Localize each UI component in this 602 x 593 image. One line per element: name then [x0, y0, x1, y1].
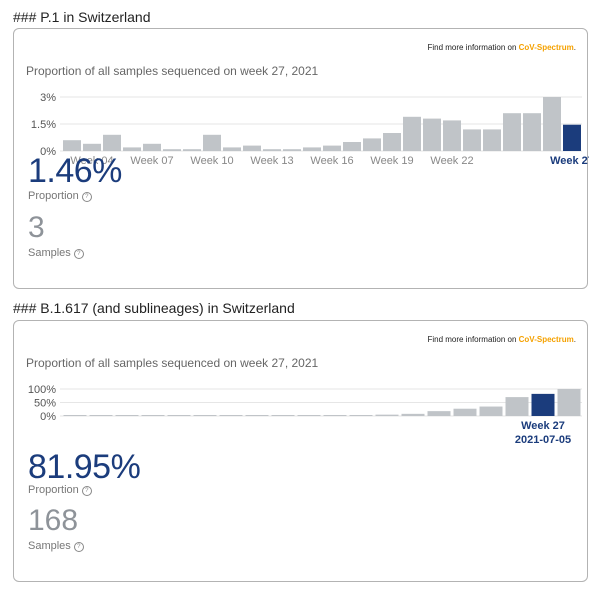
y-tick-label: 1.5% — [31, 119, 56, 131]
x-tick-label: Week 13 — [250, 155, 293, 167]
y-tick-label: 0% — [40, 146, 56, 158]
proportion-label-text: Proportion — [28, 484, 79, 496]
bar — [427, 411, 451, 416]
cov-spectrum-link[interactable]: CoV-Spectrum — [518, 43, 574, 52]
bar — [403, 116, 421, 151]
chart-title: Proportion of all samples sequenced on w… — [26, 64, 319, 78]
x-tick-label: Week 10 — [190, 155, 233, 167]
bar — [63, 415, 87, 416]
bar — [263, 149, 281, 151]
help-icon[interactable]: ? — [73, 249, 84, 259]
cov-spectrum-link[interactable]: CoV-Spectrum — [518, 335, 574, 344]
bar — [83, 143, 101, 151]
proportion-chart: 3% 1.5% 0% Week 04 Week 07 Week 10 Week 13 Week… — [31, 92, 589, 167]
more-info-prefix: Find more information on — [427, 43, 519, 52]
proportion-value: 1.46% — [28, 152, 122, 190]
bar — [219, 415, 243, 416]
bar — [163, 149, 181, 151]
section-heading: ### P.1 in Switzerland — [13, 9, 151, 25]
x-tick-label: Week 22 — [430, 155, 473, 167]
bar — [223, 147, 241, 151]
bar — [479, 406, 503, 416]
bar — [375, 414, 399, 416]
bar — [557, 389, 581, 416]
x-tick-label: Week 16 — [310, 155, 353, 167]
bar — [453, 408, 477, 416]
bar — [123, 147, 141, 151]
bar — [323, 415, 347, 416]
more-info-text: Find more information on CoV-Spectrum. — [427, 43, 576, 52]
chart-title: Proportion of all samples sequenced on w… — [26, 356, 319, 370]
bar — [183, 149, 201, 151]
help-icon[interactable]: ? — [81, 486, 92, 496]
proportion-label: Proportion? — [28, 190, 92, 202]
proportion-chart: 100% 50%0% Week 27 2021-07-05 — [28, 384, 582, 446]
y-tick-label: 3% — [40, 92, 56, 104]
bar — [143, 143, 161, 151]
bar — [423, 118, 441, 151]
x-tick-label: Week 19 — [370, 155, 413, 167]
bar — [297, 415, 321, 416]
bar — [343, 142, 361, 151]
bar — [203, 134, 221, 151]
samples-label: Samples? — [28, 247, 84, 259]
selected-week-label: Week 27 — [550, 155, 589, 167]
bar — [483, 129, 501, 151]
bar — [141, 415, 165, 416]
samples-value: 3 — [28, 211, 45, 244]
more-info-prefix: Find more information on — [427, 335, 519, 344]
bar — [63, 140, 81, 151]
help-icon[interactable]: ? — [73, 542, 84, 552]
samples-label-text: Samples — [28, 540, 71, 552]
selected-bar — [531, 393, 555, 416]
bar — [523, 113, 541, 151]
bar — [89, 415, 113, 416]
bar — [323, 145, 341, 151]
x-tick-label: Week 07 — [130, 155, 173, 167]
more-info-suffix: . — [573, 43, 576, 52]
x-tick-label: Week 04 — [70, 155, 113, 167]
samples-label-text: Samples — [28, 247, 71, 259]
bar — [193, 415, 217, 416]
bar — [167, 415, 191, 416]
bar — [443, 120, 461, 151]
lineage-card: Find more information on CoV-Spectrum. P… — [13, 28, 589, 289]
y-tick-label: 0% — [40, 411, 56, 423]
selected-date-label: 2021-07-05 — [515, 434, 571, 446]
more-info-suffix: . — [573, 335, 576, 344]
bar — [349, 415, 373, 416]
bar — [115, 415, 139, 416]
selected-week-label: Week 27 — [521, 420, 565, 432]
proportion-value: 81.95% — [28, 448, 141, 486]
proportion-label-text: Proportion — [28, 190, 79, 202]
samples-value: 168 — [28, 504, 79, 537]
help-icon[interactable]: ? — [81, 192, 92, 202]
lineage-card: Find more information on CoV-Spectrum. P… — [13, 320, 588, 582]
bar — [103, 134, 121, 151]
bar — [243, 145, 261, 151]
bar — [543, 97, 561, 151]
bar — [271, 415, 295, 416]
bar — [463, 129, 481, 151]
bar — [383, 133, 401, 151]
bar — [505, 397, 529, 416]
bar — [283, 149, 301, 151]
bar — [401, 413, 425, 416]
bar — [503, 113, 521, 151]
proportion-label: Proportion? — [28, 484, 92, 496]
more-info-text: Find more information on CoV-Spectrum. — [427, 335, 576, 344]
selected-bar — [563, 124, 581, 151]
bar — [245, 415, 269, 416]
bar — [303, 147, 321, 151]
y-tick-label: 100% — [28, 384, 56, 396]
samples-label: Samples? — [28, 540, 84, 552]
bar — [363, 138, 381, 151]
y-tick-label: 50% — [34, 398, 56, 410]
section-heading: ### B.1.617 (and sublineages) in Switzer… — [13, 300, 295, 316]
